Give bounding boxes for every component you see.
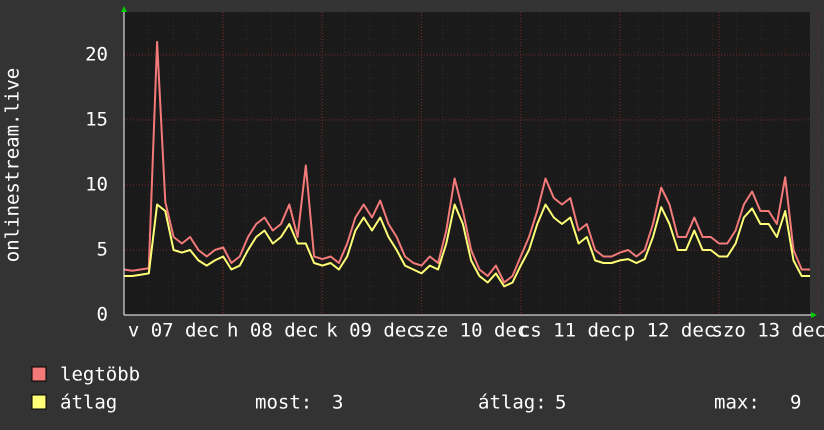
stat-value: 9	[790, 392, 801, 414]
x-arrow	[811, 312, 817, 318]
y-tick-label: 0	[97, 304, 108, 326]
x-tick-label: k 09 dec	[326, 320, 418, 342]
minor-grid	[124, 12, 810, 315]
legend-swatch	[31, 394, 47, 410]
lines	[123, 40, 810, 288]
stat-label: most:	[255, 392, 312, 414]
x-tick-label: v 07 dec	[128, 320, 220, 342]
stat-value: 5	[555, 392, 566, 414]
legend-label: legtöbb	[60, 364, 140, 386]
legend-label: átlag	[60, 392, 117, 414]
series-line	[124, 203, 810, 288]
series-line	[123, 40, 810, 284]
y-arrow	[121, 6, 127, 12]
legend-swatch	[31, 366, 47, 382]
x-tick-label: cs 11 dec	[519, 320, 622, 342]
legend: legtöbb átlag most: 3 átlag: 5 max: 9	[31, 364, 801, 414]
y-tick-label: 5	[97, 238, 108, 260]
y-tick-label: 10	[85, 173, 108, 195]
y-tick-label: 20	[85, 43, 108, 65]
stat-label: átlag:	[478, 392, 547, 414]
stat-value: 3	[332, 392, 343, 414]
x-tick-label: sze 10 dec	[414, 320, 528, 342]
x-tick-label: p 12 dec	[624, 320, 716, 342]
y-tick-label: 15	[85, 108, 108, 130]
x-tick-label: h 08 dec	[227, 320, 319, 342]
stat-label: max:	[714, 392, 760, 414]
x-tick-label: szo 13 dec	[711, 320, 824, 342]
y-axis-label: onlinestream.live	[2, 68, 24, 262]
